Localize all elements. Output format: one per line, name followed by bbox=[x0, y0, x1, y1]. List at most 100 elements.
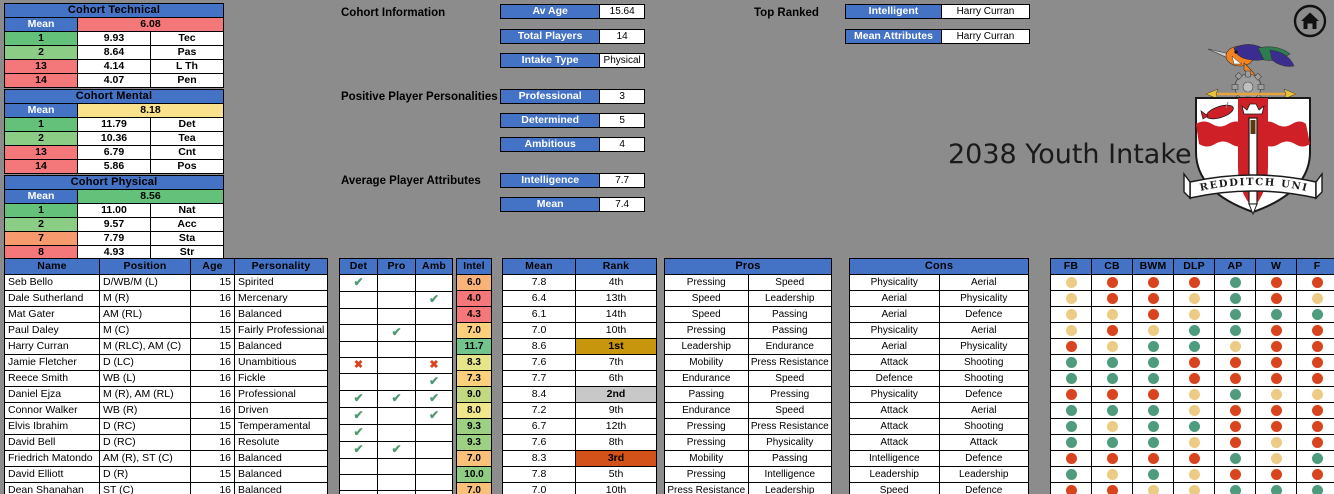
role-rating-cell bbox=[1255, 466, 1297, 483]
stat-intake-type[interactable]: Intake Type Physical bbox=[500, 53, 645, 68]
table-row: 7.6 7th bbox=[502, 354, 657, 371]
rating-dot-average bbox=[1106, 340, 1118, 352]
table-row: 2 8.64 Pas bbox=[4, 45, 224, 60]
pro-cell: Passing bbox=[747, 306, 832, 323]
attribute-abbr: Tec bbox=[150, 31, 224, 46]
home-button[interactable] bbox=[1292, 3, 1328, 39]
table-row: 7.8 4th bbox=[502, 274, 657, 291]
trait-det-cell bbox=[339, 291, 378, 309]
player-name-cell: Mat Gater bbox=[4, 306, 100, 323]
top-ranked-mean-attributes[interactable]: Mean Attributes Harry Curran bbox=[845, 29, 1030, 44]
player-name-cell: Jamie Fletcher bbox=[4, 354, 100, 371]
mean-label: Mean bbox=[4, 189, 78, 204]
intel-value-cell: 6.0 bbox=[456, 274, 492, 291]
table-header-row: Intel bbox=[456, 258, 492, 275]
intel-value-cell: 7.0 bbox=[456, 482, 492, 494]
mean-label: Mean bbox=[4, 103, 78, 118]
stat-value: 7.7 bbox=[600, 174, 644, 187]
role-rating-cell bbox=[1255, 418, 1297, 435]
role-rating-cell bbox=[1173, 450, 1215, 467]
value-cell: 10.36 bbox=[77, 131, 151, 146]
role-rating-cell bbox=[1296, 386, 1334, 403]
stat-av-age[interactable]: Av Age 15.64 bbox=[500, 4, 645, 19]
pro-cell: Endurance bbox=[664, 370, 749, 387]
stat-total-players[interactable]: Total Players 14 bbox=[500, 29, 645, 44]
table-row bbox=[1050, 482, 1334, 494]
role-rating-cell bbox=[1091, 354, 1133, 371]
rating-dot-poor bbox=[1065, 388, 1077, 400]
table-row: Speed Defence bbox=[849, 482, 1029, 494]
table-row[interactable]: David Bell D (RC) 16 Resolute bbox=[4, 434, 328, 451]
table-row: 6.7 12th bbox=[502, 418, 657, 435]
table-row[interactable]: Seb Bello D/WB/M (L) 15 Spirited bbox=[4, 274, 328, 291]
check-icon: ✔ bbox=[391, 325, 402, 340]
fish-icon bbox=[1200, 101, 1234, 120]
stat-ambitious[interactable]: Ambitious 4 bbox=[500, 137, 645, 152]
player-mean-cell: 8.6 bbox=[502, 338, 576, 355]
intel-value-cell: 7.0 bbox=[456, 450, 492, 467]
table-header-row: Det Pro Amb bbox=[339, 258, 453, 275]
stat-mean[interactable]: Mean 7.4 bbox=[500, 197, 645, 212]
table-row: Physicality Defence bbox=[849, 386, 1029, 403]
table-row[interactable]: Daniel Ejza M (R), AM (RL) 16 Professional bbox=[4, 386, 328, 403]
table-row[interactable]: Jamie Fletcher D (LC) 16 Unambitious bbox=[4, 354, 328, 371]
player-name-cell: Paul Daley bbox=[4, 322, 100, 339]
table-row[interactable]: David Elliott D (R) 15 Balanced bbox=[4, 466, 328, 483]
trait-pro-cell bbox=[377, 373, 416, 391]
con-cell: Shooting bbox=[938, 354, 1029, 371]
table-row[interactable]: Paul Daley M (C) 15 Fairly Professional bbox=[4, 322, 328, 339]
stat-label: Intelligence bbox=[501, 174, 601, 187]
top-ranked-intelligent[interactable]: Intelligent Harry Curran bbox=[845, 4, 1030, 19]
con-cell: Aerial bbox=[849, 338, 940, 355]
table-row[interactable]: Dale Sutherland M (R) 16 Mercenary bbox=[4, 290, 328, 307]
player-age-cell: 16 bbox=[190, 290, 235, 307]
stat-determined[interactable]: Determined 5 bbox=[500, 113, 645, 128]
trait-amb-cell: ✔ bbox=[415, 291, 453, 309]
con-cell: Speed bbox=[849, 482, 940, 494]
table-row: Physicality Aerial bbox=[849, 274, 1029, 291]
table-row[interactable]: Elvis Ibrahim D (RC) 15 Temperamental bbox=[4, 418, 328, 435]
con-cell: Aerial bbox=[938, 322, 1029, 339]
intel-value-cell: 7.3 bbox=[456, 370, 492, 387]
table-row[interactable]: Reece Smith WB (L) 16 Fickle bbox=[4, 370, 328, 387]
table-row[interactable]: Friedrich Matondo AM (R), ST (C) 16 Balance… bbox=[4, 450, 328, 467]
player-rank-cell: 8th bbox=[575, 434, 657, 451]
stat-label: Total Players bbox=[501, 30, 601, 43]
role-rating-cell bbox=[1173, 482, 1215, 494]
role-rating-cell bbox=[1050, 482, 1092, 494]
role-rating-cell bbox=[1132, 466, 1174, 483]
player-personality-cell: Fairly Professional bbox=[234, 322, 328, 339]
trait-det-cell: ✔ bbox=[339, 274, 378, 292]
trait-pro-cell bbox=[377, 424, 416, 442]
trait-pro-cell bbox=[377, 407, 416, 425]
table-row: 6.4 13th bbox=[502, 290, 657, 307]
pro-cell: Pressing bbox=[747, 386, 832, 403]
stat-value: Harry Curran bbox=[941, 30, 1029, 43]
rating-dot-poor bbox=[1229, 372, 1241, 384]
table-header-row: Name Position Age Personality bbox=[4, 258, 328, 275]
trait-pro-cell: ✔ bbox=[377, 441, 416, 459]
role-rating-cell bbox=[1296, 450, 1334, 467]
table-row: Pressing Passing bbox=[664, 322, 832, 339]
stat-label: Av Age bbox=[501, 5, 601, 18]
stat-professional[interactable]: Professional 3 bbox=[500, 89, 645, 104]
player-position-cell: D/WB/M (L) bbox=[99, 274, 191, 291]
rating-dot-good bbox=[1311, 308, 1323, 320]
player-mean-cell: 6.7 bbox=[502, 418, 576, 435]
role-rating-cell bbox=[1091, 466, 1133, 483]
check-icon: ✔ bbox=[353, 425, 364, 440]
rating-dot-good bbox=[1065, 404, 1077, 416]
rating-dot-good bbox=[1270, 484, 1282, 494]
table-row: 1 9.93 Tec bbox=[4, 31, 224, 46]
table-row[interactable]: Harry Curran M (RLC), AM (C) 15 Balanced bbox=[4, 338, 328, 355]
table-row: Aerial Physicality bbox=[849, 338, 1029, 355]
stat-intelligence[interactable]: Intelligence 7.7 bbox=[500, 173, 645, 188]
table-row[interactable]: Connor Walker WB (R) 16 Driven bbox=[4, 402, 328, 419]
pro-cell: Pressing bbox=[664, 322, 749, 339]
table-row[interactable]: Dean Shanahan ST (C) 16 Balanced bbox=[4, 482, 328, 494]
table-row[interactable]: Mat Gater AM (RL) 16 Balanced bbox=[4, 306, 328, 323]
trait-amb-cell bbox=[415, 474, 453, 491]
role-rating-cell bbox=[1050, 466, 1092, 483]
table-row: 7.0 10th bbox=[502, 482, 657, 494]
role-rating-cell bbox=[1255, 482, 1297, 494]
